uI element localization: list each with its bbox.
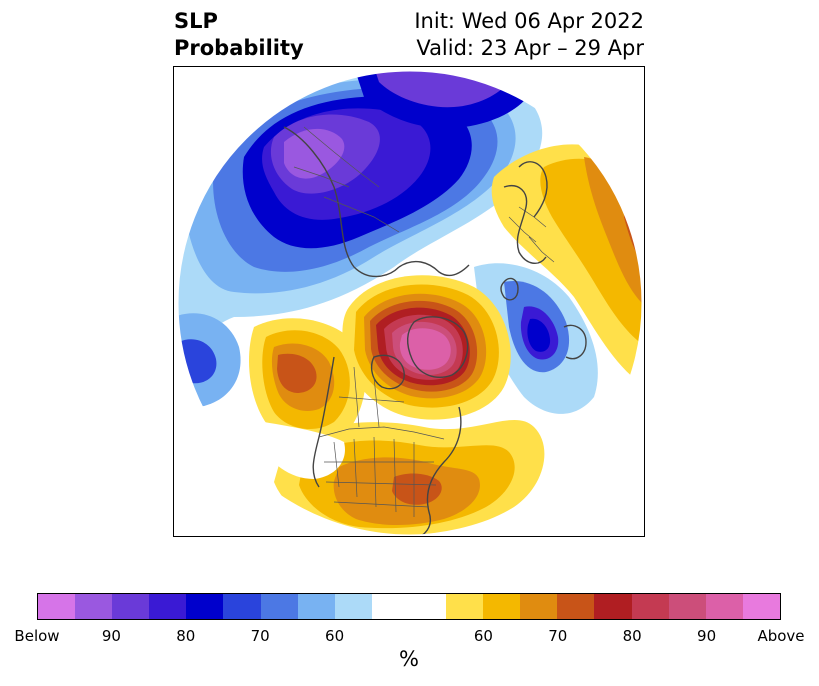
- europe-yellow-north: [502, 172, 541, 238]
- colorbar-swatch: [223, 594, 261, 619]
- title-metric: Probability: [174, 36, 304, 60]
- british-isles: [500, 277, 519, 301]
- colorbar-tick-label: Below: [14, 627, 60, 645]
- colorbar-swatch: [334, 594, 372, 619]
- colorbar-swatch: [483, 594, 521, 619]
- colorbar-tick-label: 80: [176, 627, 196, 645]
- colorbar-swatch: [446, 594, 484, 619]
- colorbar-tick-label: 60: [473, 627, 493, 645]
- colorbar-swatch: [75, 594, 113, 619]
- ne-pacific-red-core: [277, 353, 317, 393]
- north-america-east-coast: [413, 406, 462, 535]
- colorbar-tick-label: 70: [548, 627, 568, 645]
- colorbar-swatch: [520, 594, 558, 619]
- europe-borders: [508, 206, 555, 263]
- title-variable: SLP: [174, 9, 218, 33]
- colorbar-tick-label: 60: [325, 627, 345, 645]
- colorbar-tick-label: Above: [757, 627, 805, 645]
- valid-range: Valid: 23 Apr – 29 Apr: [416, 36, 644, 60]
- colorbar-swatch: [38, 594, 76, 619]
- colorbar-swatch: [668, 594, 706, 619]
- probability-map: [177, 70, 643, 536]
- russia-borders: [293, 126, 400, 233]
- init-date: Init: Wed 06 Apr 2022: [414, 9, 644, 33]
- colorbar-tick-label: 90: [101, 627, 121, 645]
- greenland-coast: [407, 316, 469, 378]
- colorbar-swatch: [297, 594, 335, 619]
- colorbar-tick-label: 70: [250, 627, 270, 645]
- colorbar-swatch: [594, 594, 632, 619]
- colorbar: [37, 593, 781, 620]
- colorbar-swatch: [557, 594, 595, 619]
- colorbar-unit: %: [399, 647, 419, 671]
- political-borders: [293, 126, 555, 517]
- alaska-coast: [283, 126, 400, 278]
- us-state-lines-2: [324, 461, 437, 508]
- colorbar-swatch: [631, 594, 669, 619]
- colorbar-swatch: [186, 594, 224, 619]
- title-block-right: Init: Wed 06 Apr 2022 Valid: 23 Apr – 29…: [414, 8, 644, 62]
- iberia-coast: [563, 324, 587, 360]
- colorbar-swatch: [112, 594, 150, 619]
- us-state-lines-1: [333, 436, 415, 517]
- west-us-neutral: [262, 422, 345, 479]
- title-block-left: SLP Probability: [174, 8, 304, 62]
- colorbar-tick-label: 90: [697, 627, 717, 645]
- field-layer: [178, 71, 642, 535]
- globe-outline: [177, 70, 643, 536]
- colorbar-swatch: [149, 594, 187, 619]
- colorbar-swatch: [742, 594, 780, 619]
- east-na-red-core: [392, 473, 442, 505]
- atlantic-blue-center: [527, 318, 551, 352]
- scandinavia-coast: [518, 161, 548, 218]
- colorbar-swatch: [260, 594, 298, 619]
- canada-arctic-coast: [398, 260, 470, 277]
- colorbar-tick-label: 80: [622, 627, 642, 645]
- europe-coast: [503, 185, 547, 264]
- hudson-bay: [370, 354, 405, 390]
- canada-us-border: [318, 426, 445, 440]
- map-frame: [173, 66, 645, 537]
- colorbar-swatch: [371, 594, 447, 619]
- colorbar-swatch: [705, 594, 743, 619]
- canada-province-lines: [338, 366, 405, 428]
